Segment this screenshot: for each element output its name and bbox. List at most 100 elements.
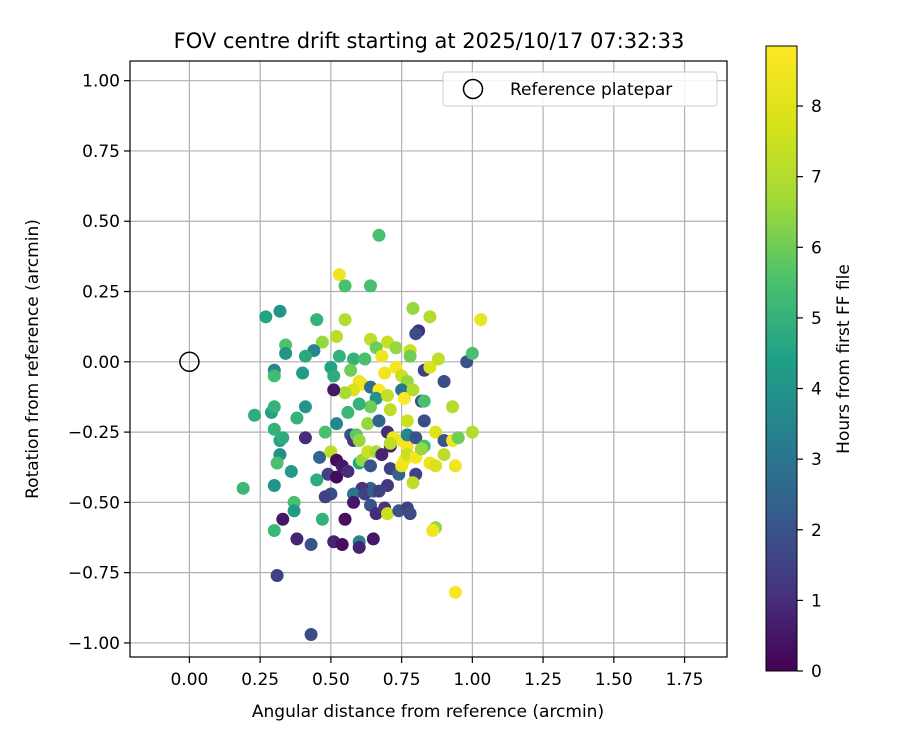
scatter-point bbox=[318, 425, 332, 439]
scatter-point bbox=[338, 512, 352, 526]
reference-marker-group bbox=[179, 351, 200, 373]
scatter-point bbox=[423, 310, 437, 324]
x-tick-label: 0.25 bbox=[241, 670, 279, 690]
reference-platepar-marker bbox=[179, 351, 200, 373]
scatter-point bbox=[378, 366, 392, 380]
scatter-point bbox=[417, 394, 431, 408]
scatter-point bbox=[330, 470, 344, 484]
scatter-point bbox=[338, 386, 352, 400]
scatter-point bbox=[273, 304, 287, 318]
scatter-point bbox=[409, 431, 423, 445]
colorbar-tick-label: 6 bbox=[811, 238, 822, 258]
scatter-point bbox=[451, 431, 465, 445]
scatter-point bbox=[448, 459, 462, 473]
scatter-point bbox=[414, 442, 428, 456]
chart-title: FOV centre drift starting at 2025/10/17 … bbox=[174, 29, 685, 53]
scatter-point bbox=[375, 349, 389, 363]
scatter-point bbox=[363, 279, 377, 293]
scatter-point bbox=[383, 436, 397, 450]
colorbar-ticks: 0 1 2 3 4 5 6 7 8 bbox=[797, 97, 822, 682]
scatter-point bbox=[347, 495, 361, 509]
x-axis-ticks: 0.00 0.25 0.50 0.75 1.00 1.25 1.50 1.75 bbox=[170, 657, 703, 690]
scatter-point bbox=[417, 414, 431, 428]
scatter-point bbox=[247, 408, 261, 422]
y-tick-label: 0.75 bbox=[82, 142, 120, 162]
scatter-point bbox=[380, 507, 394, 521]
colorbar-tick-label: 2 bbox=[811, 521, 822, 541]
scatter-point bbox=[366, 532, 380, 546]
scatter-point bbox=[332, 349, 346, 363]
scatter-point bbox=[380, 389, 394, 403]
scatter-point bbox=[423, 360, 437, 374]
colorbar-tick-label: 3 bbox=[811, 450, 822, 470]
scatter-point bbox=[315, 512, 329, 526]
scatter-point bbox=[403, 349, 417, 363]
scatter-point bbox=[236, 481, 250, 495]
scatter-points bbox=[236, 228, 488, 642]
scatter-point bbox=[363, 400, 377, 414]
scatter-point bbox=[330, 330, 344, 344]
scatter-point bbox=[287, 504, 301, 518]
scatter-point bbox=[341, 464, 355, 478]
scatter-point bbox=[327, 369, 341, 383]
scatter-point bbox=[310, 473, 324, 487]
scatter-point bbox=[313, 450, 327, 464]
scatter-point bbox=[344, 363, 358, 377]
x-tick-label: 1.00 bbox=[453, 670, 491, 690]
scatter-point bbox=[352, 434, 366, 448]
scatter-point bbox=[406, 301, 420, 315]
scatter-point bbox=[397, 391, 411, 405]
scatter-point bbox=[372, 414, 386, 428]
scatter-point bbox=[267, 422, 281, 436]
scatter-point bbox=[431, 352, 445, 366]
y-tick-label: 0.25 bbox=[82, 283, 120, 303]
scatter-point bbox=[310, 313, 324, 327]
scatter-point bbox=[327, 383, 341, 397]
scatter-point bbox=[267, 479, 281, 493]
y-tick-label: −1.00 bbox=[68, 634, 120, 654]
colorbar-tick-label: 4 bbox=[811, 380, 822, 400]
colorbar-tick-label: 8 bbox=[811, 97, 822, 117]
y-tick-label: −0.75 bbox=[68, 564, 120, 584]
scatter-point bbox=[358, 352, 372, 366]
scatter-point bbox=[284, 464, 298, 478]
scatter-point bbox=[330, 417, 344, 431]
scatter-point bbox=[270, 568, 284, 582]
scatter-point bbox=[372, 484, 386, 498]
scatter-point bbox=[318, 490, 332, 504]
x-axis-label: Angular distance from reference (arcmin) bbox=[252, 702, 604, 722]
scatter-point bbox=[465, 346, 479, 360]
scatter-point bbox=[296, 366, 310, 380]
scatter-point bbox=[290, 411, 304, 425]
scatter-point bbox=[352, 540, 366, 554]
scatter-point bbox=[315, 335, 329, 349]
colorbar-tick-label: 0 bbox=[811, 662, 822, 682]
scatter-point bbox=[437, 448, 451, 462]
scatter-point bbox=[426, 523, 440, 537]
legend-marker-icon bbox=[462, 78, 484, 100]
scatter-point bbox=[347, 352, 361, 366]
scatter-point bbox=[363, 459, 377, 473]
scatter-point bbox=[372, 228, 386, 242]
scatter-point bbox=[400, 414, 414, 428]
legend-box bbox=[442, 71, 718, 107]
scatter-point bbox=[409, 327, 423, 341]
x-tick-label: 0.50 bbox=[312, 670, 350, 690]
scatter-point bbox=[403, 507, 417, 521]
scatter-point bbox=[389, 341, 403, 355]
scatter-point bbox=[429, 425, 443, 439]
x-tick-label: 1.25 bbox=[524, 670, 562, 690]
colorbar-tick-label: 5 bbox=[811, 309, 822, 329]
scatter-point bbox=[304, 628, 318, 642]
scatter-point bbox=[279, 346, 293, 360]
y-axis-label: Rotation from reference (arcmin) bbox=[23, 219, 43, 499]
scatter-point bbox=[338, 313, 352, 327]
scatter-point bbox=[406, 383, 420, 397]
y-tick-label: 0.00 bbox=[82, 353, 120, 373]
grid-lines bbox=[130, 61, 727, 657]
scatter-point bbox=[276, 512, 290, 526]
colorbar: 0 1 2 3 4 5 6 7 8 Hours from first FF file bbox=[765, 45, 854, 682]
scatter-point bbox=[276, 431, 290, 445]
